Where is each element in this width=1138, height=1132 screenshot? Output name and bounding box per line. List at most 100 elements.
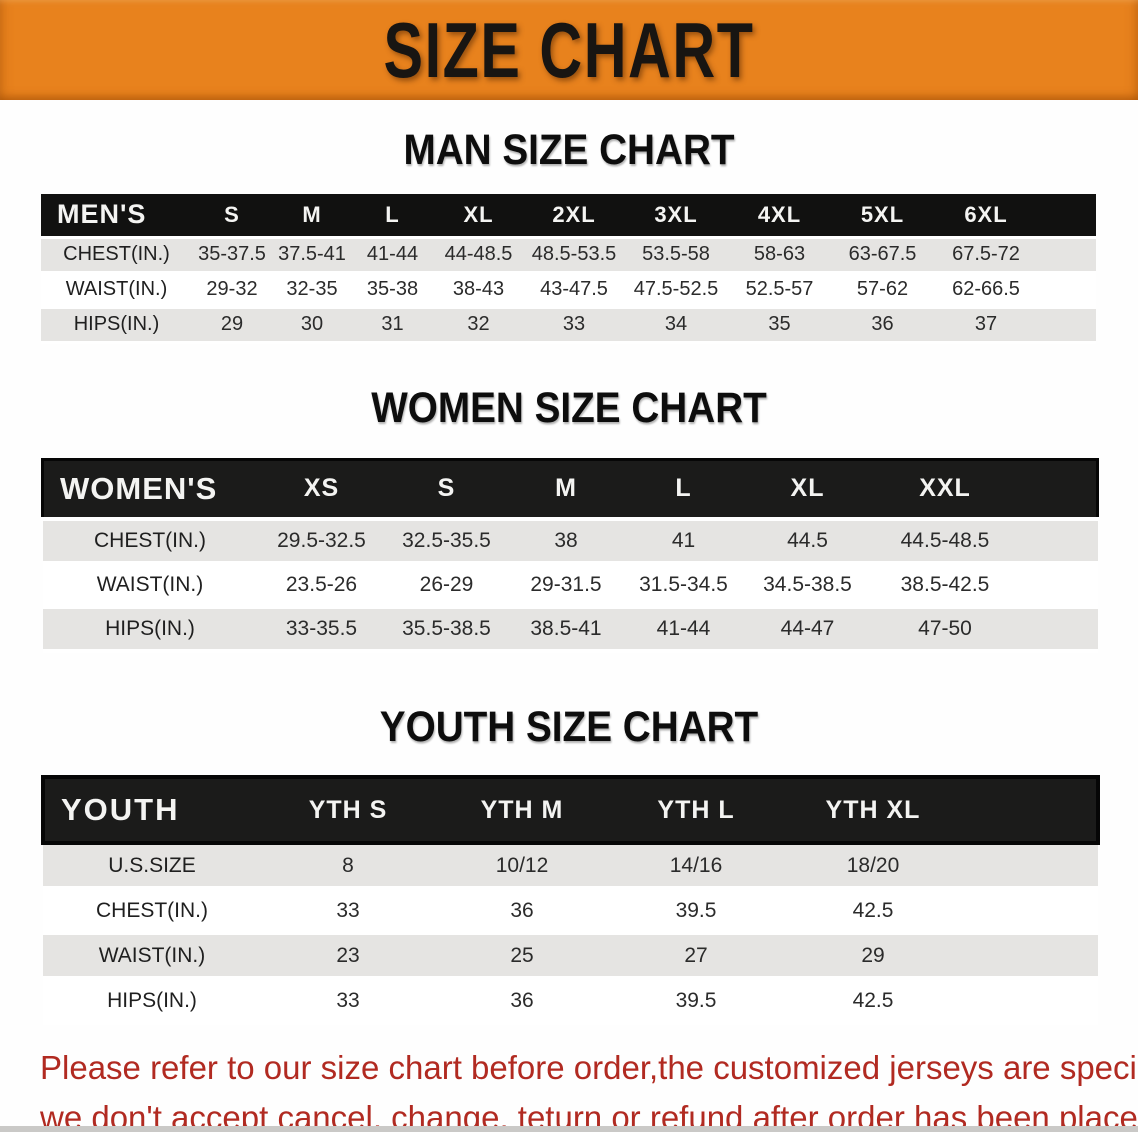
row-spacer: [963, 978, 1098, 1025]
table-header-row: YOUTH YTH S YTH M YTH L YTH XL: [41, 775, 1100, 845]
value-cell: 47.5-52.5: [624, 272, 728, 309]
value-cell: 29.5-32.5: [257, 517, 386, 565]
men-section-heading: MAN SIZE CHART: [403, 126, 735, 174]
value-cell: 37.5-41: [272, 235, 352, 274]
value-cell: 18/20: [783, 841, 963, 890]
group-label: MEN'S: [41, 194, 192, 237]
size-table-grid: WOMEN'S XS S M L XL XXL CHEST(IN.) 29.5-32.5 32.5…: [41, 457, 1099, 653]
measurement-row: HIPS(IN.) 33-35.5 35.5-38.5 38.5-41 41-44 44-…: [42, 607, 1098, 653]
value-cell: 33-35.5: [257, 607, 386, 653]
value-cell: 36: [435, 978, 609, 1025]
value-cell: 38-43: [433, 272, 524, 309]
row-spacer: [1038, 307, 1096, 344]
measurement-row: HIPS(IN.) 29 30 31 32 33 34 35 36 37: [41, 307, 1096, 344]
row-spacer: [1017, 517, 1098, 565]
value-cell: 44.5: [742, 517, 873, 565]
value-cell: 62-66.5: [934, 272, 1038, 309]
value-cell: 23: [261, 933, 435, 980]
size-column-header: 3XL: [624, 194, 728, 237]
value-cell: 38: [507, 517, 625, 565]
size-column-header: YTH L: [609, 775, 783, 845]
header-spacer: [1017, 457, 1099, 521]
value-cell: 58-63: [728, 235, 831, 274]
row-label: CHEST(IN.): [43, 888, 261, 935]
row-spacer: [1038, 272, 1096, 309]
value-cell: 42.5: [783, 978, 963, 1025]
value-cell: 31: [352, 307, 433, 344]
row-spacer: [1017, 563, 1098, 609]
value-cell: 53.5-58: [624, 235, 728, 274]
value-cell: 29-32: [192, 272, 272, 309]
banner-title: SIZE CHART: [383, 5, 755, 94]
size-column-header: S: [192, 194, 272, 237]
value-cell: 39.5: [609, 888, 783, 935]
row-label: U.S.SIZE: [43, 841, 261, 890]
women-size-table: WOMEN'S XS S M L XL XXL CHEST(IN.) 29.5-32.5 32.5…: [0, 457, 1138, 653]
value-cell: 34.5-38.5: [742, 563, 873, 609]
value-cell: 33: [261, 888, 435, 935]
row-label: WAIST(IN.): [41, 272, 192, 309]
size-column-header: XXL: [872, 457, 1018, 521]
value-cell: 38.5-42.5: [872, 563, 1018, 609]
value-cell: 33: [261, 978, 435, 1025]
size-column-header: 4XL: [728, 194, 831, 237]
value-cell: 30: [272, 307, 352, 344]
measurement-row: CHEST(IN.) 35-37.5 37.5-41 41-44 44-48.5 48.5…: [41, 235, 1096, 274]
row-spacer: [1017, 607, 1098, 653]
section-youth: YOUTH SIZE CHART YOUTH YTH S YTH M YTH L YTH…: [0, 705, 1138, 1025]
measurement-row: WAIST(IN.) 23 25 27 29: [43, 933, 1098, 980]
value-cell: 25: [435, 933, 609, 980]
size-column-header: L: [624, 457, 743, 521]
measurement-row: U.S.SIZE 8 10/12 14/16 18/20: [43, 841, 1098, 890]
size-column-header: S: [385, 457, 508, 521]
value-cell: 29: [192, 307, 272, 344]
group-label: YOUTH: [41, 775, 261, 845]
row-spacer: [1038, 235, 1096, 274]
size-column-header: YTH S: [261, 775, 435, 845]
youth-section-heading: YOUTH SIZE CHART: [379, 703, 759, 751]
size-column-header: 2XL: [524, 194, 624, 237]
value-cell: 29: [783, 933, 963, 980]
value-cell: 26-29: [385, 563, 508, 609]
size-column-header: YTH M: [435, 775, 609, 845]
section-women: WOMEN SIZE CHART WOMEN'S XS S M L XL XXL CHEST(…: [0, 383, 1138, 653]
measurement-row: CHEST(IN.) 29.5-32.5 32.5-35.5 38 41 44.5 44.5…: [42, 517, 1098, 565]
disclaimer: Please refer to our size chart before or…: [40, 1043, 1138, 1132]
banner: SIZE CHART: [0, 0, 1138, 100]
bottom-edge-strip: [0, 1126, 1138, 1132]
section-men: MAN SIZE CHART MEN'S S M L XL 2XL 3XL 4XL 5XL 6XL…: [0, 128, 1138, 344]
header-spacer: [1038, 194, 1096, 237]
measurement-row: CHEST(IN.) 33 36 39.5 42.5: [43, 888, 1098, 935]
value-cell: 39.5: [609, 978, 783, 1025]
row-label: HIPS(IN.): [43, 978, 261, 1025]
row-label: WAIST(IN.): [42, 563, 258, 609]
value-cell: 48.5-53.5: [524, 235, 624, 274]
size-column-header: 6XL: [934, 194, 1038, 237]
value-cell: 32: [433, 307, 524, 344]
value-cell: 44-47: [742, 607, 873, 653]
row-label: CHEST(IN.): [42, 517, 258, 565]
size-column-header: XL: [433, 194, 524, 237]
value-cell: 33: [524, 307, 624, 344]
row-label: HIPS(IN.): [42, 607, 258, 653]
table-header-row: MEN'S S M L XL 2XL 3XL 4XL 5XL 6XL: [41, 194, 1096, 237]
value-cell: 42.5: [783, 888, 963, 935]
value-cell: 29-31.5: [507, 563, 625, 609]
youth-size-table: YOUTH YTH S YTH M YTH L YTH XL U.S.SIZE 8 10/12…: [0, 775, 1138, 1025]
size-column-header: 5XL: [831, 194, 934, 237]
value-cell: 47-50: [872, 607, 1018, 653]
value-cell: 34: [624, 307, 728, 344]
table-header-row: WOMEN'S XS S M L XL XXL: [41, 457, 1099, 521]
header-spacer: [963, 775, 1100, 845]
measurement-row: WAIST(IN.) 23.5-26 26-29 29-31.5 31.5-34.5 34…: [42, 563, 1098, 609]
value-cell: 35-38: [352, 272, 433, 309]
size-column-header: YTH XL: [783, 775, 963, 845]
women-section-heading: WOMEN SIZE CHART: [371, 383, 767, 432]
value-cell: 41: [624, 517, 743, 565]
value-cell: 44-48.5: [433, 235, 524, 274]
value-cell: 10/12: [435, 841, 609, 890]
size-column-header: M: [507, 457, 625, 521]
value-cell: 23.5-26: [257, 563, 386, 609]
size-column-header: XL: [742, 457, 873, 521]
